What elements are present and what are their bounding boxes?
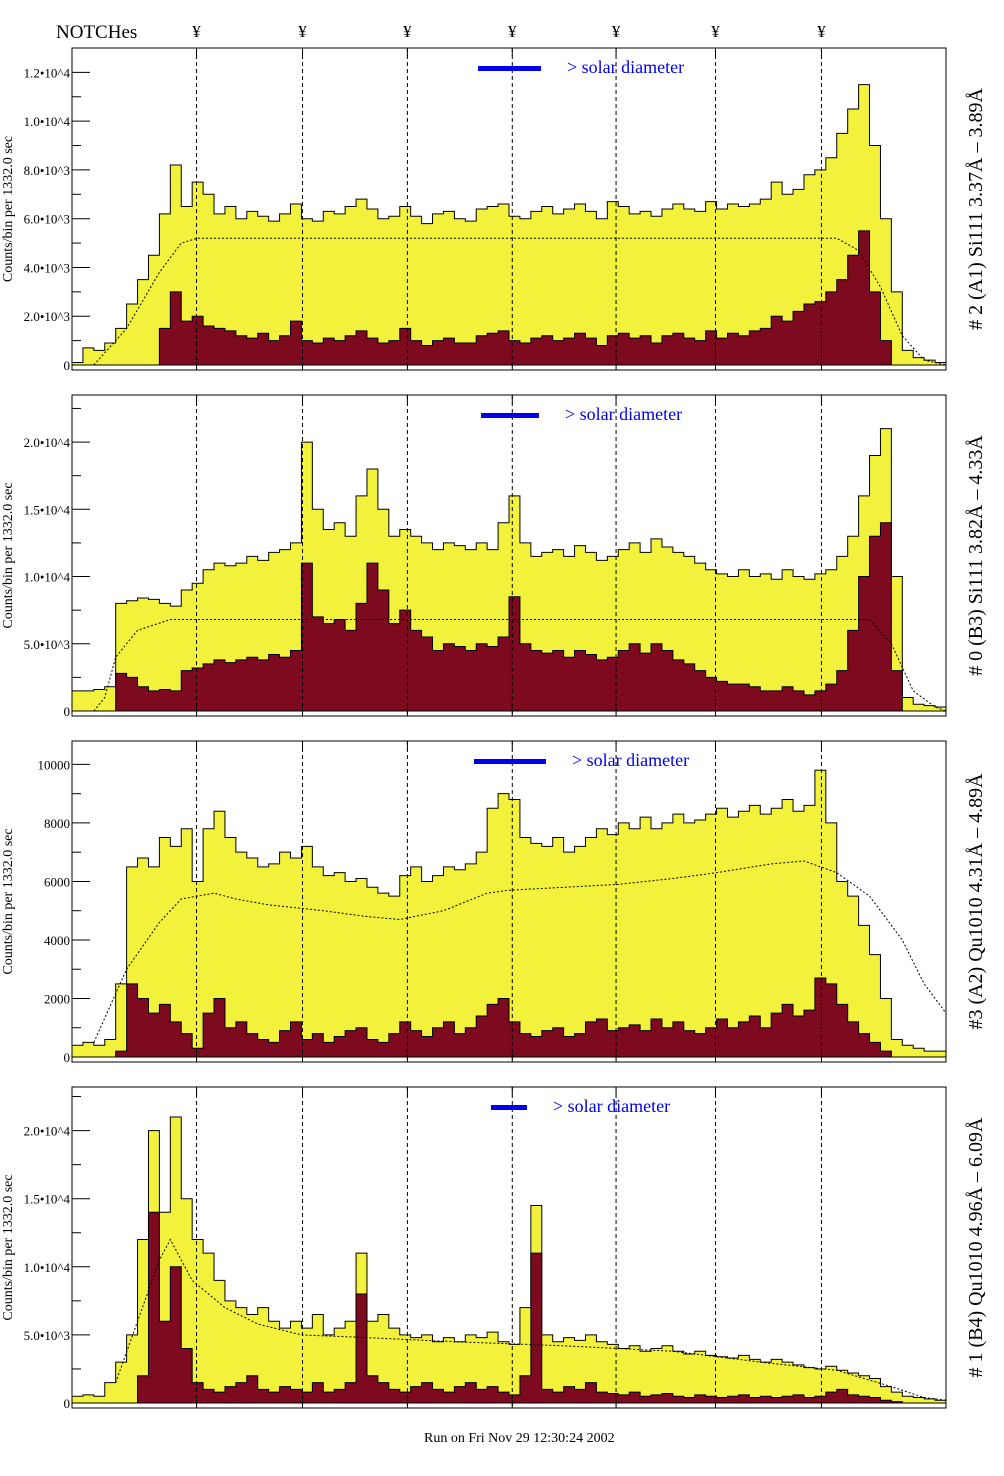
y-axis-label: Counts/bin per 1332.0 sec: [1, 136, 16, 282]
notch-marker-1: ¥: [298, 22, 307, 41]
total-histogram: [71, 769, 947, 1058]
panel-title: #3 (A2) Qu1010 4.31Å – 4.89Å: [965, 773, 987, 1030]
y-tick-label-3: 6000: [44, 874, 70, 889]
total-histogram: [71, 84, 947, 366]
plot-frame: [71, 394, 947, 717]
y-tick-label-6: 1.2•10^4: [24, 65, 71, 80]
legend-label: > solar diameter: [565, 404, 682, 424]
panel-title: # 0 (B3) Si111 3.82Å – 4.33Å: [965, 435, 987, 676]
y-tick-label-0: 0: [64, 1050, 71, 1065]
model-curve: [93, 237, 947, 366]
y-tick-label-4: 2.0•10^4: [24, 435, 71, 450]
plot-frame: [71, 740, 947, 1063]
panel-1: 0 5.0•10^3 1.0•10^4 1.5•10^4 2.0•10^4 Counts/…: [1, 394, 987, 719]
panel-3: 0 5.0•10^3 1.0•10^4 1.5•10^4 2.0•10^4 Counts/…: [1, 1086, 987, 1411]
plot-frame: [71, 47, 947, 371]
model-curve: [93, 860, 947, 1043]
y-tick-label-1: 5.0•10^3: [24, 637, 70, 652]
y-tick-label-3: 1.5•10^4: [24, 502, 71, 517]
notches-label: NOTCHes: [56, 22, 137, 43]
panel-title: # 1 (B4) Qu1010 4.96Å – 6.09Å: [965, 1117, 987, 1378]
y-tick-label-4: 2.0•10^4: [24, 1124, 71, 1139]
y-axis-label: Counts/bin per 1332.0 sec: [1, 828, 16, 974]
notch-markers: ¥ ¥ ¥ ¥ ¥ ¥ ¥: [192, 22, 826, 41]
plot-frame: [71, 1086, 947, 1409]
y-tick-label-1: 5.0•10^3: [24, 1328, 70, 1343]
notch-marker-6: ¥: [817, 22, 826, 41]
total-histogram: [71, 428, 947, 712]
legend-label: > solar diameter: [553, 1096, 670, 1116]
y-tick-label-5: 10000: [38, 757, 71, 772]
subset-histogram: [72, 977, 946, 1058]
notch-marker-0: ¥: [192, 22, 201, 41]
y-axis-label: Counts/bin per 1332.0 sec: [1, 482, 16, 628]
y-tick-label-3: 6.0•10^3: [24, 212, 70, 227]
y-tick-label-1: 2000: [44, 991, 70, 1006]
subset-histogram: [72, 522, 946, 712]
legend-label: > solar diameter: [572, 750, 689, 770]
notch-marker-3: ¥: [508, 22, 517, 41]
notch-marker-2: ¥: [403, 22, 412, 41]
panel-title: # 2 (A1) Si111 3.37Å – 3.89Å: [965, 88, 987, 330]
y-tick-label-2: 4.0•10^3: [24, 260, 70, 275]
model-curve: [93, 619, 947, 712]
y-tick-label-1: 2.0•10^3: [24, 309, 70, 324]
y-tick-label-5: 1.0•10^4: [24, 114, 71, 129]
y-tick-label-0: 0: [64, 1396, 71, 1411]
panels: 0 2.0•10^3 4.0•10^3 6.0•10^3 8.0•10^3 1.0•10^…: [1, 47, 987, 1411]
notch-marker-5: ¥: [711, 22, 720, 41]
notch-marker-4: ¥: [612, 22, 621, 41]
subset-histogram: [72, 1211, 946, 1404]
y-tick-label-4: 8.0•10^3: [24, 163, 70, 178]
legend-swatch: [481, 413, 539, 418]
run-info: Run on Fri Nov 29 12:30:24 2002: [424, 1431, 615, 1446]
panel-2: 0 2000 4000 6000 8000 10000 Counts/bin per 133…: [1, 740, 987, 1065]
y-tick-label-2: 1.0•10^4: [24, 570, 71, 585]
total-histogram: [71, 1116, 947, 1404]
legend-swatch: [474, 759, 546, 764]
y-tick-label-2: 1.0•10^4: [24, 1260, 71, 1275]
legend-swatch: [478, 66, 541, 71]
model-curve: [115, 1238, 947, 1401]
subset-histogram: [72, 230, 946, 366]
y-tick-label-0: 0: [64, 704, 71, 719]
y-tick-label-0: 0: [64, 358, 71, 373]
y-tick-label-3: 1.5•10^4: [24, 1192, 71, 1207]
y-tick-label-2: 4000: [44, 933, 70, 948]
y-axis-label: Counts/bin per 1332.0 sec: [1, 1174, 16, 1320]
legend-swatch: [491, 1105, 527, 1110]
legend-label: > solar diameter: [567, 57, 684, 77]
panel-0: 0 2.0•10^3 4.0•10^3 6.0•10^3 8.0•10^3 1.0•10^…: [1, 47, 987, 373]
y-tick-label-4: 8000: [44, 816, 70, 831]
